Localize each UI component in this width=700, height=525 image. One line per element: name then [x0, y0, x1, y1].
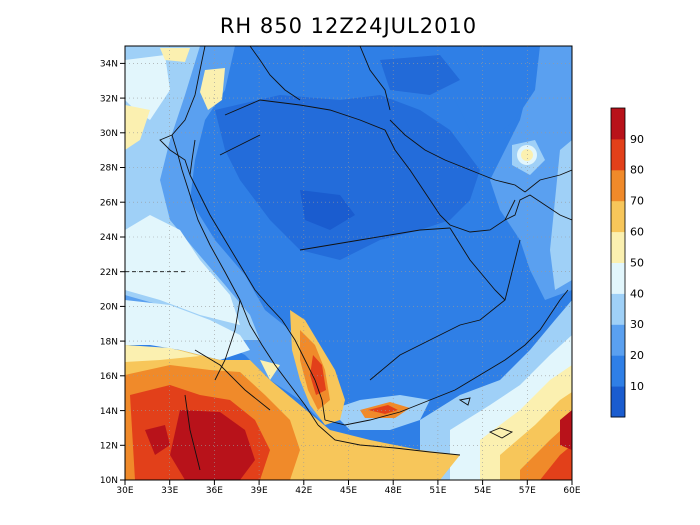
- y-tick-label: 34N: [100, 60, 118, 70]
- y-tick-label: 22N: [100, 268, 118, 278]
- y-axis-labels: 10N 12N 14N 16N 18N 20N 22N 24N 26N 28N …: [100, 60, 118, 486]
- x-tick-label: 39E: [251, 486, 268, 496]
- colorbar-swatch: [611, 293, 625, 325]
- colorbar-label: 80: [630, 164, 644, 177]
- colorbar-frame: [610, 107, 626, 418]
- colorbar-label: 70: [630, 195, 644, 208]
- colorbar-label: 10: [630, 380, 644, 393]
- y-tick-label: 18N: [100, 337, 118, 347]
- x-tick-label: 60E: [563, 486, 580, 496]
- y-tick-label: 16N: [100, 372, 118, 382]
- map-title: RH 850 12Z24JUL2010: [219, 14, 478, 38]
- colorbar-swatch: [611, 231, 625, 263]
- colorbar-swatch: [611, 138, 625, 171]
- x-tick-label: 54E: [474, 486, 491, 496]
- x-tick-label: 45E: [340, 486, 357, 496]
- colorbar-label: 30: [630, 318, 644, 331]
- x-axis-labels: 30E 33E 36E 39E 42E 45E 48E 51E 54E 57E …: [116, 486, 580, 496]
- x-tick-label: 57E: [519, 486, 536, 496]
- tick-marks: [120, 62, 573, 485]
- coastlines: [125, 46, 572, 471]
- colorbar-swatch: [611, 108, 625, 140]
- colorbar-swatch: [611, 200, 625, 233]
- y-tick-label: 24N: [100, 233, 118, 243]
- colorbar-swatch: [611, 324, 625, 356]
- y-tick-label: 30N: [100, 129, 118, 139]
- y-tick-label: 32N: [100, 94, 118, 104]
- colorbar: 10 20 30 40 50 60 70 80 90: [610, 107, 644, 418]
- graticule: [125, 46, 572, 480]
- y-tick-label: 26N: [100, 198, 118, 208]
- y-tick-label: 28N: [100, 164, 118, 174]
- y-tick-label: 12N: [100, 442, 118, 452]
- colorbar-swatches: [611, 108, 625, 418]
- colorbar-swatch: [611, 262, 625, 294]
- y-tick-label: 14N: [100, 407, 118, 417]
- x-tick-label: 51E: [429, 486, 446, 496]
- colorbar-label: 90: [630, 133, 644, 146]
- colorbar-swatch: [611, 169, 625, 202]
- colorbar-label: 50: [630, 256, 644, 269]
- y-tick-label: 10N: [100, 476, 118, 486]
- colorbar-label: 40: [630, 287, 644, 300]
- x-tick-label: 48E: [385, 486, 402, 496]
- colorbar-swatch: [611, 386, 625, 418]
- x-tick-label: 33E: [161, 486, 178, 496]
- colorbar-swatch: [611, 355, 625, 387]
- x-tick-label: 42E: [295, 486, 312, 496]
- x-tick-label: 30E: [116, 486, 133, 496]
- colorbar-labels: 10 20 30 40 50 60 70 80 90: [630, 133, 644, 393]
- colorbar-label: 20: [630, 349, 644, 362]
- x-tick-label: 36E: [206, 486, 223, 496]
- colorbar-label: 60: [630, 226, 644, 239]
- y-tick-label: 20N: [100, 303, 118, 313]
